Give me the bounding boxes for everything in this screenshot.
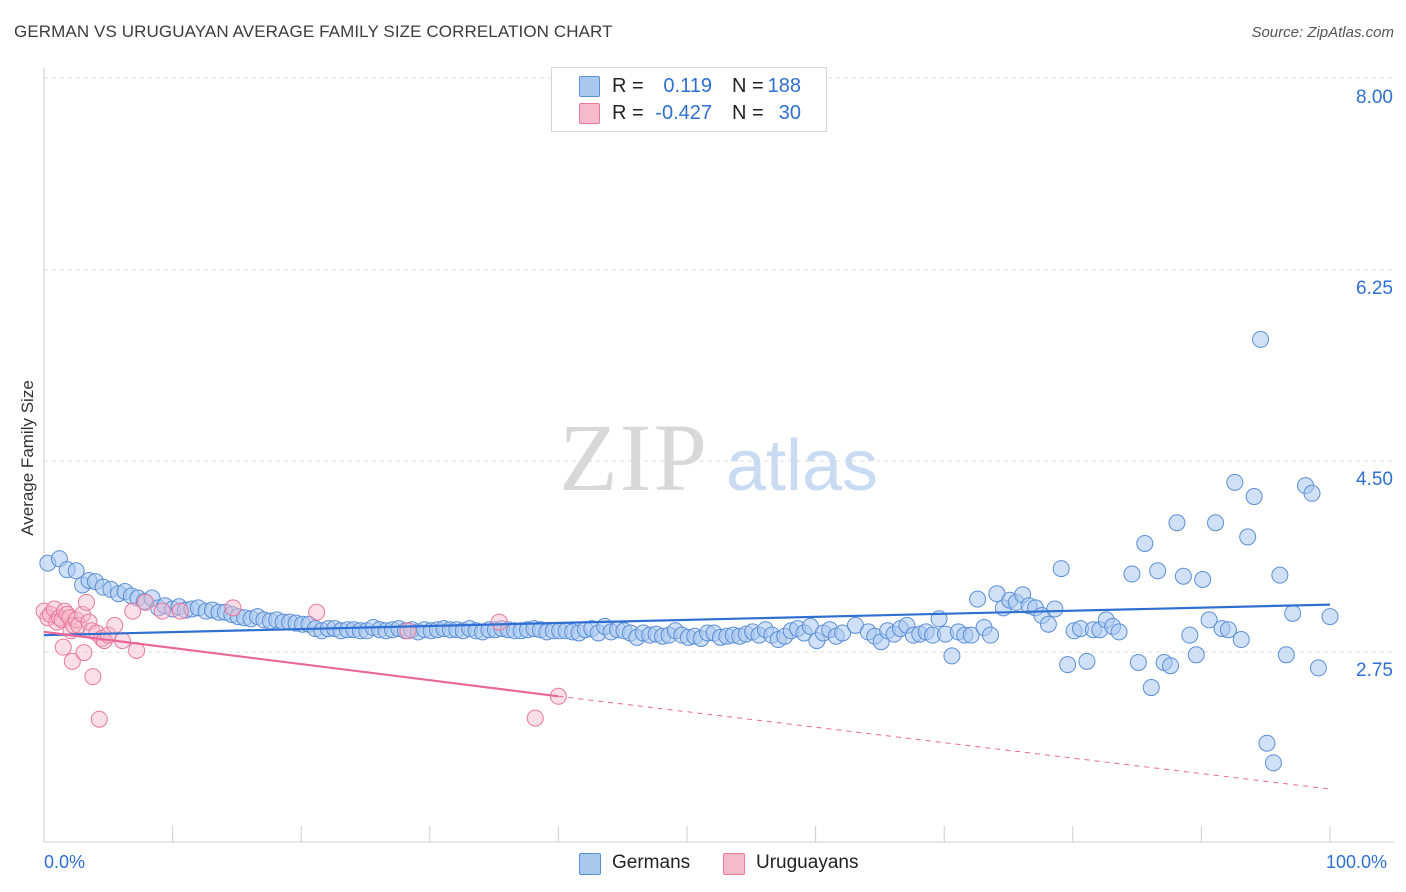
german-point (1239, 528, 1257, 546)
y-tick-label: 2.75 (1356, 660, 1393, 681)
uruguayans-legend-swatch (723, 853, 745, 875)
uruguayan-point (106, 616, 124, 634)
german-point (1181, 626, 1199, 644)
uruguayan-point (153, 602, 171, 620)
german-point (1174, 567, 1192, 585)
german-point (969, 590, 987, 608)
german-point (1123, 565, 1141, 583)
german-point (1168, 514, 1186, 532)
german-point (1284, 604, 1302, 622)
german-point (1059, 656, 1077, 674)
german-point (943, 647, 961, 665)
uruguayans-swatch (579, 103, 600, 124)
uruguayan-point (124, 602, 142, 620)
germans-legend-label: Germans (612, 852, 691, 873)
uruguayans-trend-line (43, 630, 559, 698)
n-label: N = (732, 75, 764, 97)
source-label: Source: ZipAtlas.com (1251, 24, 1394, 41)
x-axis-min-label: 0.0% (44, 852, 86, 872)
y-tick-label: 8.00 (1356, 87, 1393, 108)
y-tick-labels: 8.00 6.25 4.50 2.75 (1356, 87, 1393, 681)
german-point (1219, 621, 1237, 639)
german-point (1245, 488, 1263, 506)
german-point (1110, 623, 1128, 641)
german-point (1309, 659, 1327, 677)
german-point (1194, 571, 1212, 589)
german-point (1200, 611, 1218, 629)
x-axis-max-label: 100.0% (1326, 852, 1388, 872)
uruguayan-point (54, 638, 72, 656)
axes (43, 68, 1394, 843)
r-label: R = (612, 75, 644, 97)
uruguayan-point (75, 644, 93, 662)
watermark-zip: ZIP (559, 404, 709, 511)
german-point (67, 562, 85, 580)
uruguayan-point (137, 593, 155, 611)
german-point (1136, 534, 1154, 552)
german-point (1162, 657, 1180, 675)
german-point (1252, 330, 1270, 348)
y-tick-label: 4.50 (1356, 469, 1393, 490)
uruguayan-point (58, 605, 76, 623)
correlation-legend: R = 0.119 N = 188 R = -0.427 N = 30 (551, 67, 827, 132)
germans-points (39, 330, 1339, 772)
german-point (834, 624, 852, 642)
german-point (981, 626, 999, 644)
german-point (1264, 754, 1282, 772)
r-value: -0.427 (655, 102, 712, 124)
german-point (1142, 679, 1160, 697)
german-point (1303, 484, 1321, 502)
german-point (1271, 566, 1289, 584)
german-point (1258, 734, 1276, 752)
german-point (1207, 514, 1225, 532)
uruguayan-point (84, 668, 102, 686)
german-point (1232, 631, 1250, 649)
uruguayan-point (399, 622, 417, 640)
legend-row-uruguayans: R = -0.427 N = 30 (552, 101, 826, 127)
uruguayans-trend-extension (558, 695, 1331, 790)
y-tick-label: 6.25 (1356, 278, 1393, 299)
uruguayan-point (90, 710, 108, 728)
uruguayan-point (77, 593, 95, 611)
germans-trend-line (43, 603, 1331, 637)
uruguayan-point (224, 599, 242, 617)
r-value: 0.119 (663, 75, 712, 97)
uruguayan-point (490, 613, 508, 631)
r-label: R = (612, 102, 644, 124)
n-value: 30 (778, 102, 801, 124)
legend-row-germans: R = 0.119 N = 188 (552, 74, 826, 100)
chart-title: GERMAN VS URUGUAYAN AVERAGE FAMILY SIZE … (14, 22, 613, 41)
german-point (1187, 646, 1205, 664)
uruguayan-point (63, 652, 81, 670)
german-point (1052, 560, 1070, 578)
uruguayans-legend-label: Uruguayans (756, 852, 859, 873)
germans-swatch (579, 76, 600, 97)
german-point (1039, 615, 1057, 633)
grid-lines (44, 77, 1394, 653)
german-point (962, 626, 980, 644)
german-point (1078, 652, 1096, 670)
german-point (1149, 562, 1167, 580)
n-value: 188 (767, 75, 801, 97)
uruguayan-point (308, 603, 326, 621)
uruguayan-point (171, 602, 189, 620)
german-point (1226, 473, 1244, 491)
uruguayans-points (35, 593, 567, 728)
uruguayan-point (526, 709, 544, 727)
german-point (1277, 646, 1295, 664)
german-point (1129, 653, 1147, 671)
german-point (1046, 600, 1064, 618)
germans-legend-swatch (579, 853, 601, 875)
trend-lines (43, 603, 1331, 790)
watermark-atlas: atlas (726, 426, 878, 506)
german-point (1321, 608, 1339, 626)
uruguayan-point (39, 609, 57, 627)
n-label: N = (732, 102, 764, 124)
